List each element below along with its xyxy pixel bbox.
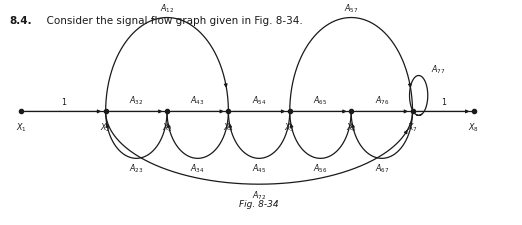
Text: $A_{54}$: $A_{54}$	[252, 94, 266, 106]
Text: $A_{56}$: $A_{56}$	[313, 162, 328, 175]
Text: $A_{67}$: $A_{67}$	[375, 162, 389, 175]
Text: $X_2$: $X_2$	[100, 121, 111, 134]
Text: $X_4$: $X_4$	[223, 121, 234, 134]
Text: $A_{34}$: $A_{34}$	[191, 162, 205, 175]
Text: $X_1$: $X_1$	[16, 121, 27, 134]
Text: $A_{72}$: $A_{72}$	[252, 189, 266, 201]
Text: 1: 1	[441, 97, 446, 106]
Text: $X_6$: $X_6$	[346, 121, 357, 134]
Text: $X_3$: $X_3$	[161, 121, 172, 134]
Text: $X_7$: $X_7$	[407, 121, 418, 134]
Text: $A_{23}$: $A_{23}$	[129, 162, 144, 175]
Text: $X_5$: $X_5$	[284, 121, 295, 134]
Text: $A_{77}$: $A_{77}$	[431, 64, 445, 76]
Text: 8.4.: 8.4.	[10, 16, 32, 26]
Text: $A_{32}$: $A_{32}$	[129, 94, 144, 106]
Text: 1: 1	[61, 97, 66, 106]
Text: $A_{57}$: $A_{57}$	[344, 2, 358, 15]
Text: Consider the signal flow graph given in Fig. 8-34.: Consider the signal flow graph given in …	[40, 16, 303, 26]
Text: $A_{43}$: $A_{43}$	[191, 94, 205, 106]
Text: $A_{76}$: $A_{76}$	[374, 94, 389, 106]
Text: $X_8$: $X_8$	[468, 121, 479, 134]
Text: Fig. 8-34: Fig. 8-34	[239, 200, 279, 209]
Text: $A_{12}$: $A_{12}$	[160, 2, 174, 15]
Text: $A_{45}$: $A_{45}$	[252, 162, 266, 175]
Text: $A_{65}$: $A_{65}$	[313, 94, 328, 106]
